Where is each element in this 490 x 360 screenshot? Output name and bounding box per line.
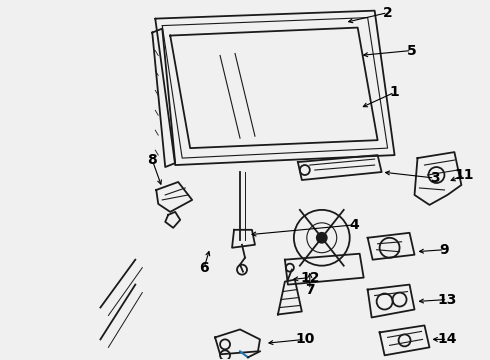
- Text: 7: 7: [305, 283, 315, 297]
- Circle shape: [317, 233, 327, 243]
- Text: 3: 3: [430, 171, 439, 185]
- Text: 10: 10: [295, 332, 315, 346]
- Text: 4: 4: [350, 218, 360, 232]
- Text: 5: 5: [407, 44, 416, 58]
- Text: 1: 1: [390, 85, 399, 99]
- Text: 14: 14: [438, 332, 457, 346]
- Text: 8: 8: [147, 153, 157, 167]
- Text: 6: 6: [199, 261, 209, 275]
- Text: 2: 2: [383, 6, 392, 20]
- Text: 12: 12: [300, 271, 319, 285]
- Text: 11: 11: [455, 168, 474, 182]
- Text: 9: 9: [440, 243, 449, 257]
- Text: 13: 13: [438, 293, 457, 306]
